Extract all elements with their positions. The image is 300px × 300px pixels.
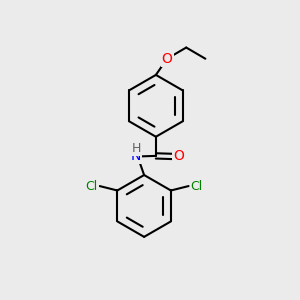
Text: N: N xyxy=(131,148,141,163)
Text: Cl: Cl xyxy=(85,180,98,193)
Text: O: O xyxy=(173,149,184,164)
Text: O: O xyxy=(162,52,172,66)
Text: Cl: Cl xyxy=(191,180,203,193)
Text: H: H xyxy=(132,142,141,155)
